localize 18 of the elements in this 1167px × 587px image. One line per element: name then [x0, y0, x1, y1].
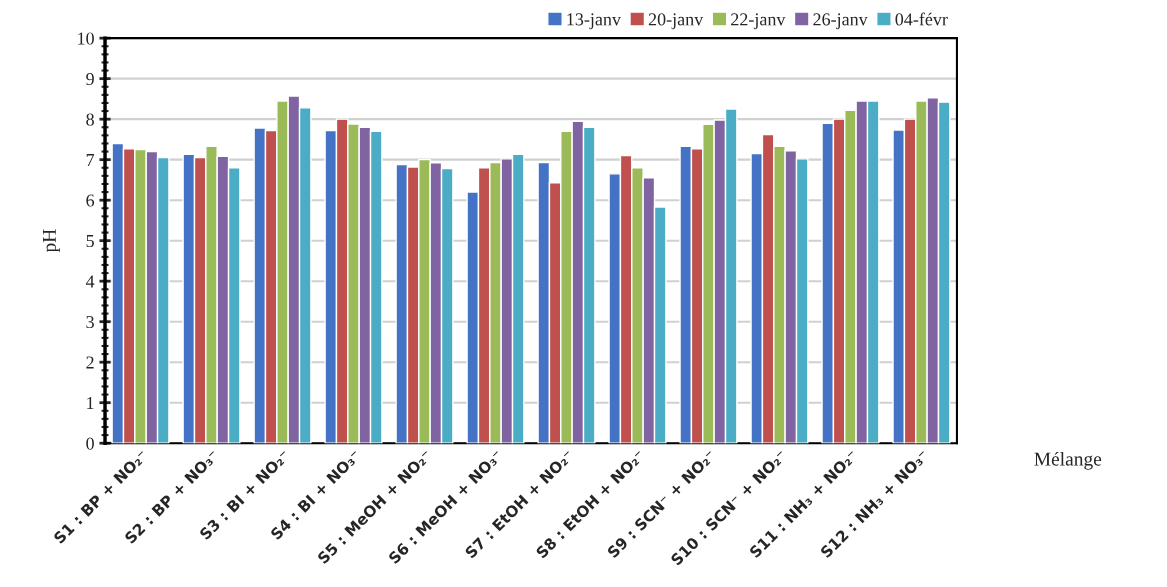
- y-tick-label: 5: [86, 235, 94, 248]
- y-tick-label: 2: [86, 356, 94, 369]
- legend-label: 13-janv: [567, 13, 621, 30]
- y-tick-label: 7: [86, 154, 95, 166]
- y-tick-label: 3: [86, 315, 94, 329]
- y-tick-label: 8: [86, 113, 94, 126]
- y-tick-label: 9: [86, 72, 94, 86]
- y-tick-label: 4: [85, 275, 95, 288]
- y-tick-label: 1: [87, 397, 94, 409]
- legend-label: 04-févr: [895, 12, 948, 26]
- x-axis-title: Mélange: [1034, 451, 1102, 470]
- y-tick-label: 6: [86, 194, 95, 207]
- legend-label: 26-janv: [813, 13, 868, 30]
- y-tick-label: 10: [78, 32, 94, 45]
- y-tick-label: 0: [86, 437, 94, 450]
- legend-label: 22-janv: [731, 13, 786, 30]
- y-axis-title: pH: [43, 229, 60, 253]
- legend-label: 20-janv: [648, 13, 704, 30]
